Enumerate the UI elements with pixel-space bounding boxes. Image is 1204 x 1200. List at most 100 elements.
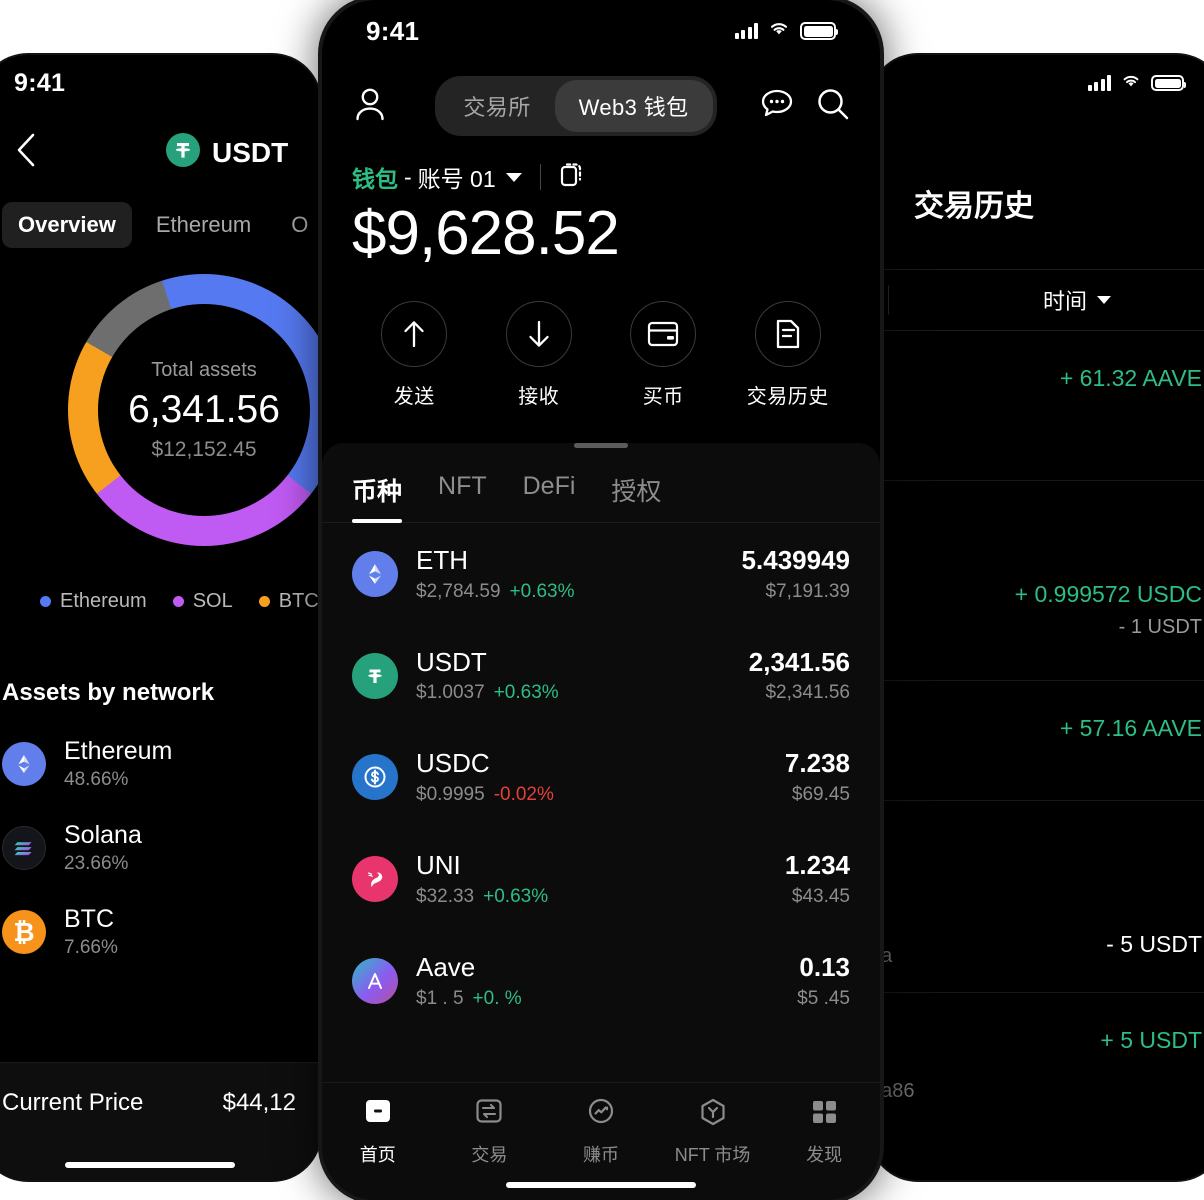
left-phone-usdt-overview: 9:41 USDT Overview Ethereum O xyxy=(0,55,320,1180)
token-row-usdc[interactable]: USDC $0.9995 -0.02% 7.238 $69.45 xyxy=(352,726,850,828)
legend-item-sol: SOL xyxy=(172,590,233,613)
history-filter-bar: 时间 xyxy=(870,269,1204,331)
token-amount: 0.13 xyxy=(799,951,850,982)
battery-icon xyxy=(253,75,286,91)
action-label: 发送 xyxy=(393,386,435,408)
transaction-row[interactable]: + 57.16 AAVE xyxy=(870,681,1204,801)
left-tab-overview[interactable]: Overview xyxy=(2,202,132,248)
segment-exchange[interactable]: 交易所 xyxy=(463,95,531,120)
token-symbol: Aave xyxy=(416,951,476,982)
action-transaction-history[interactable]: 交易历史 xyxy=(726,301,851,409)
token-change: +0.63% xyxy=(493,682,559,704)
earn-trend-icon xyxy=(584,1097,618,1134)
uniswap-icon xyxy=(352,856,398,903)
tabbar-label: 发现 xyxy=(806,1145,843,1165)
swap-icon xyxy=(472,1097,506,1134)
legend-label-ethereum: Ethereum xyxy=(60,590,147,612)
action-receive[interactable]: 接收 xyxy=(477,301,602,409)
donut-legend: Ethereum SOL BTC xyxy=(0,590,320,613)
ethereum-icon xyxy=(352,550,398,597)
tabbar-item-home[interactable]: 首页 xyxy=(322,1097,434,1167)
token-value: $5 .45 xyxy=(797,987,850,1009)
search-icon[interactable] xyxy=(816,87,850,126)
legend-dot-sol xyxy=(172,596,184,607)
token-list: ETH $2,784.59 +0.63% 5.439949 $7,191.39 xyxy=(322,523,880,1032)
action-send[interactable]: 发送 xyxy=(352,301,477,409)
network-row-btc[interactable]: ₿ BTC 7.66% xyxy=(0,875,320,959)
token-row-eth[interactable]: ETH $2,784.59 +0.63% 5.439949 $7,191.39 xyxy=(352,523,850,625)
token-amount: 2,341.56 xyxy=(748,646,850,677)
legend-item-btc: BTC xyxy=(258,590,319,613)
transaction-row[interactable]: + 0.999572 USDC - 1 USDT xyxy=(870,481,1204,681)
token-row-uni[interactable]: UNI $32.33 +0.63% 1.234 $43.45 xyxy=(352,828,850,930)
token-row-usdt[interactable]: USDT $1.0037 +0.63% 2,341.56 $2,341.56 xyxy=(352,625,850,727)
credit-card-icon xyxy=(630,301,697,367)
wifi-icon xyxy=(767,20,791,42)
chat-bubble-icon[interactable] xyxy=(760,88,794,125)
transaction-row[interactable]: + 5 USDT ba86 xyxy=(870,993,1204,1113)
wallet-balance: $9,628.52 xyxy=(352,199,620,268)
legend-label-btc: BTC xyxy=(278,590,319,612)
aave-icon xyxy=(352,957,398,1004)
token-price: $1 . 5 xyxy=(416,987,464,1009)
token-symbol: UNI xyxy=(416,850,461,881)
action-label: 买币 xyxy=(642,386,684,408)
donut-center-text: Total assets 6,341.56 $12,152.45 xyxy=(68,274,320,546)
tab-nft[interactable]: NFT xyxy=(438,472,487,500)
transaction-row[interactable]: + 61.32 AAVE xyxy=(870,331,1204,481)
network-percent: 23.66% xyxy=(64,853,129,874)
network-name: BTC xyxy=(64,905,114,933)
token-value: $2,341.56 xyxy=(765,682,850,704)
asset-tab-strip: 币种 NFT DeFi 授权 xyxy=(322,448,880,523)
signal-icon xyxy=(734,23,758,39)
token-change: +0. % xyxy=(472,987,522,1009)
tabbar-item-earn[interactable]: 赚币 xyxy=(545,1097,657,1167)
donut-value: 6,341.56 xyxy=(128,387,280,431)
token-price: $1.0037 xyxy=(416,682,485,704)
left-tab-other[interactable]: O xyxy=(291,212,309,237)
status-icons xyxy=(734,20,838,42)
action-buy-crypto[interactable]: 买币 xyxy=(601,301,726,409)
status-time: 9:41 xyxy=(14,68,66,97)
tabbar-item-discover[interactable]: 发现 xyxy=(768,1097,880,1167)
tabbar-item-trade[interactable]: 交易 xyxy=(434,1097,546,1167)
battery-icon xyxy=(1151,75,1186,91)
legend-dot-btc xyxy=(258,596,270,607)
time-filter[interactable]: 时间 xyxy=(1043,284,1112,316)
current-price-value: $44,12 xyxy=(222,1089,296,1116)
person-icon[interactable] xyxy=(352,86,392,126)
exchange-wallet-segmented-control: 交易所 Web3 钱包 xyxy=(435,76,717,136)
chevron-down-icon[interactable] xyxy=(505,172,522,182)
left-tab-ethereum[interactable]: Ethereum xyxy=(155,212,252,237)
tab-approvals[interactable]: 授权 xyxy=(611,478,662,506)
chevron-left-icon[interactable] xyxy=(16,133,36,172)
tabbar-label: 交易 xyxy=(471,1145,508,1165)
left-page-title: USDT xyxy=(212,136,289,168)
legend-label-sol: SOL xyxy=(192,590,233,612)
wallet-account: 账号 01 xyxy=(417,166,496,192)
wallet-divider xyxy=(539,164,541,190)
network-name: Ethereum xyxy=(64,737,173,765)
network-row-ethereum[interactable]: Ethereum 48.66% xyxy=(0,707,320,791)
donut-ring xyxy=(68,274,320,546)
token-price-row: $32.33 +0.63% xyxy=(416,886,767,908)
transaction-amount: + 61.32 AAVE xyxy=(1059,365,1202,391)
tabbar-item-nft-market[interactable]: NFT 市场 xyxy=(657,1097,769,1167)
token-price-row: $0.9995 -0.02% xyxy=(416,784,767,806)
tab-defi[interactable]: DeFi xyxy=(522,472,576,500)
document-icon xyxy=(754,301,821,367)
status-icons xyxy=(1087,73,1186,94)
segment-web3-wallet[interactable]: Web3 钱包 xyxy=(554,80,713,132)
sheet-drag-handle[interactable] xyxy=(574,443,628,448)
filter-divider xyxy=(888,285,889,315)
copy-icon[interactable] xyxy=(559,161,585,194)
assets-donut-chart: Total assets 6,341.56 $12,152.45 xyxy=(0,274,320,574)
token-row-aave[interactable]: Aave $1 . 5 +0. % 0.13 $5 .45 xyxy=(352,930,850,1032)
header-icon-group xyxy=(760,87,850,126)
transaction-row[interactable]: - 5 USDT 0a xyxy=(870,801,1204,993)
tab-coins[interactable]: 币种 xyxy=(352,472,403,523)
network-row-solana[interactable]: Solana 23.66% xyxy=(0,791,320,875)
solana-icon xyxy=(2,826,46,870)
wallet-account-selector[interactable]: 钱包 - 账号 01 xyxy=(322,136,880,194)
token-value: $43.45 xyxy=(791,885,850,907)
